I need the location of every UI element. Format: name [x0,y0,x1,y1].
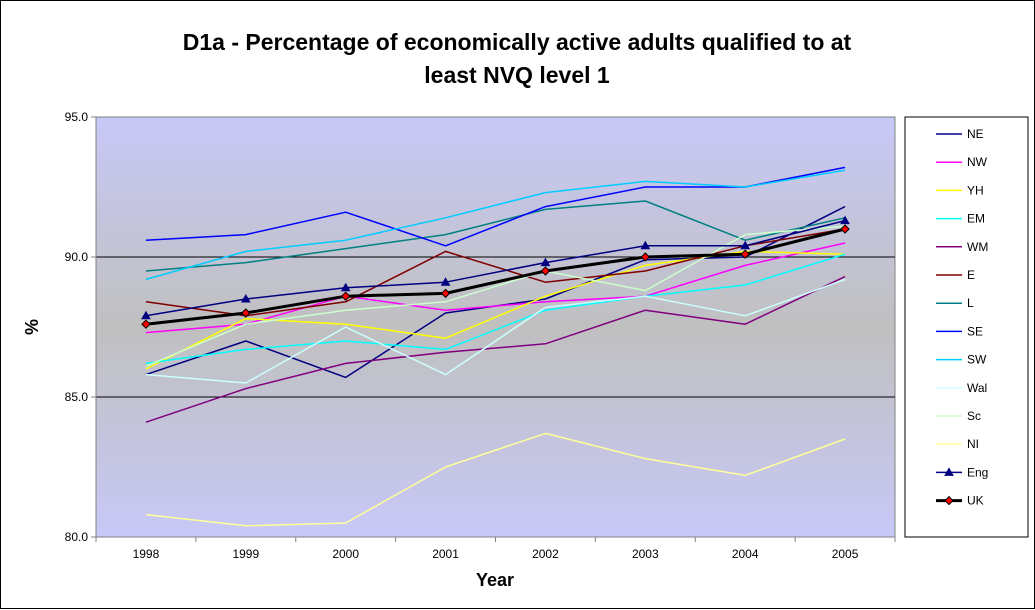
series-line-l [145,200,846,272]
point-uk-2003 [640,252,651,262]
series-eng [141,215,850,320]
legend-label-wal: Wal [967,381,987,395]
legend-item-sc: Sc [936,409,981,423]
series-line-se [145,166,846,247]
legend-box [904,116,1029,538]
x-tick-label-1998: 1998 [133,547,160,561]
point-eng-2003 [640,240,651,250]
series-sw [145,169,846,281]
point-uk-2001 [440,288,451,299]
series-line-sc [145,225,846,367]
point-uk-1998 [141,319,151,329]
gridlines [96,256,895,398]
y-tick-label-1: 85.0 [65,390,89,404]
y-axis-title: % [22,319,42,335]
legend-label-yh: YH [967,183,984,197]
legend-item-wal: Wal [936,381,987,395]
legend-item-eng: Eng [936,465,988,479]
x-tick-label-2003: 2003 [632,547,659,561]
legend-label-l: L [967,296,974,310]
legend-item-uk: UK [936,494,984,508]
point-uk-1999 [241,308,251,318]
point-uk-2004 [740,249,750,259]
legend-item-ne: NE [936,127,984,141]
y-tick-label-0: 80.0 [65,530,89,544]
series-wm [145,275,846,423]
y-tick-label-3: 95.0 [65,110,89,124]
y-tick-label-2: 90.0 [65,250,89,264]
series-layer [141,166,850,527]
point-eng-2001 [440,277,451,286]
point-eng-2000 [340,282,351,292]
legend-label-wm: WM [967,240,988,254]
series-wal [145,278,846,384]
series-line-sw [145,169,846,281]
series-line-em [145,253,846,365]
series-e [145,228,846,317]
legend-item-ni: NI [936,437,979,451]
series-uk [141,224,850,329]
x-tick-label-2002: 2002 [532,547,559,561]
legend-label-se: SE [967,324,983,338]
point-eng-2004 [740,240,751,250]
point-eng-2002 [540,257,551,267]
point-eng-1998 [141,310,151,320]
legend-item-em: EM [936,212,985,226]
series-line-uk [145,227,846,326]
point-uk-2002 [540,266,551,276]
legend-item-sw: SW [936,353,987,367]
legend-item-wm: WM [936,240,988,254]
legend-marker-uk [944,495,954,506]
chart-title-line-1: D1a - Percentage of economically active … [183,29,852,55]
series-se [145,166,846,247]
point-eng-1999 [240,293,251,303]
legend-item-se: SE [936,324,983,338]
legend-label-e: E [967,268,975,282]
legend-item-nw: NW [936,155,988,169]
chart-title-line-2: least NVQ level 1 [424,62,610,88]
series-line-e [145,228,846,317]
y-axis-ticks: 80.0 85.0 90.0 95.0 [65,110,96,544]
legend-item-e: E [936,268,975,282]
x-axis-title: Year [476,570,514,590]
legend-item-l: L [936,296,974,310]
x-tick-label-1999: 1999 [232,547,259,561]
series-line-wm [145,275,846,423]
series-line-eng [145,219,846,317]
legend-label-ni: NI [967,437,979,451]
point-uk-2000 [340,291,351,301]
series-l [145,200,846,272]
legend: NE NW YH EM WM EL SE SW Wal Sc NI Eng UK [936,127,988,508]
series-em [145,253,846,365]
series-line-wal [145,278,846,384]
legend-label-eng: Eng [967,465,988,479]
point-eng-2005 [840,215,850,225]
x-tick-label-2001: 2001 [432,547,459,561]
series-sc [145,225,846,367]
series-ni [145,432,846,527]
legend-marker-eng [944,467,954,476]
legend-label-ne: NE [967,127,984,141]
legend-label-nw: NW [967,155,988,169]
legend-label-sw: SW [967,353,987,367]
point-uk-2005 [840,224,850,234]
legend-label-sc: Sc [967,409,981,423]
legend-label-em: EM [967,212,985,226]
x-tick-label-2000: 2000 [332,547,359,561]
x-tick-label-2004: 2004 [732,547,759,561]
x-tick-label-2005: 2005 [832,547,859,561]
legend-label-uk: UK [967,494,984,508]
x-axis-ticks: 1998 1999 2000 2001 2002 2003 2004 2005 [95,537,896,561]
legend-item-yh: YH [936,183,984,197]
series-line-ni [145,432,846,527]
